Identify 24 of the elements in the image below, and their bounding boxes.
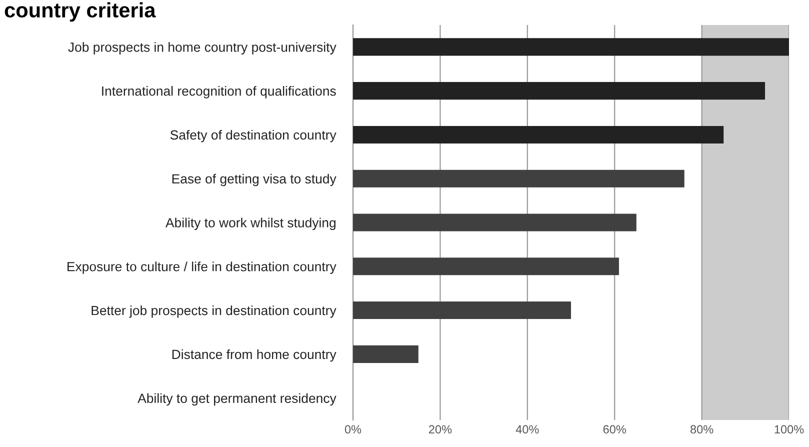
bar <box>353 345 418 363</box>
x-tick-label: 60% <box>603 425 626 434</box>
y-tick-label: Better job prospects in destination country <box>92 305 336 318</box>
x-tick-label: 100% <box>774 425 804 434</box>
bar <box>353 82 766 100</box>
y-tick-label: Ease of getting visa to study <box>172 174 336 186</box>
text: country criteria <box>4 2 156 22</box>
y-tick-label: Safety of destination country <box>170 130 336 142</box>
bar <box>353 214 636 232</box>
bar <box>353 126 724 144</box>
x-tick-label: 80% <box>690 425 714 434</box>
x-tick-label: 0% <box>344 425 362 434</box>
x-tick-label: 40% <box>516 425 539 434</box>
y-tick-label: International recognition of qualifications <box>102 86 336 98</box>
y-tick-label: Job prospects in home country post-university <box>68 42 336 54</box>
bar <box>353 258 619 276</box>
bar <box>353 38 789 56</box>
y-tick-label: Ability to work whilst studying <box>166 218 336 230</box>
y-tick-label: Exposure to culture / life in destination country <box>68 262 336 274</box>
y-tick-label: Distance from home country <box>172 349 336 362</box>
bar <box>353 302 571 320</box>
bar <box>353 170 684 188</box>
y-tick-label: Ability to get permanent residency <box>138 393 336 406</box>
x-tick-label: 20% <box>428 425 452 434</box>
